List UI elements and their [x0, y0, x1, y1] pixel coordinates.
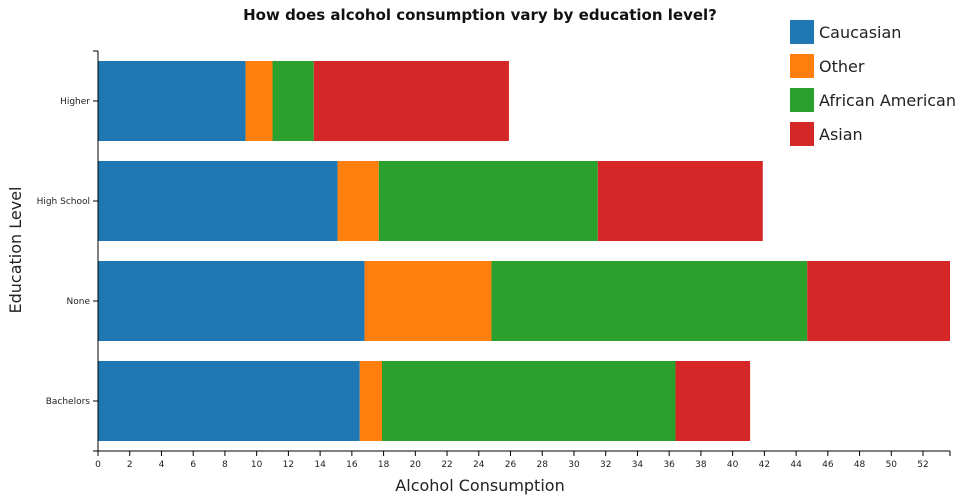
legend-label: Caucasian: [819, 23, 901, 42]
legend-swatch-other: [790, 54, 814, 78]
bar-high-school-caucasian: [98, 161, 338, 241]
bar-high-school-asian: [597, 161, 763, 241]
legend-label: African American: [819, 91, 956, 110]
x-axis: 0 2 4 6 8 10 12 14 16 18 20 22 24 26 28 30 32 34 36 38 40 42 4…: [95, 450, 951, 470]
bar-none-other: [364, 261, 492, 341]
bar-none-caucasian: [98, 261, 365, 341]
bar-none-african-american: [491, 261, 808, 341]
x-tick-label: 24: [473, 460, 485, 470]
x-tick-label: 8: [222, 460, 228, 470]
y-axis-title: Education Level: [6, 187, 25, 314]
legend-label: Other: [819, 57, 865, 76]
bar-none-asian: [807, 261, 950, 341]
x-tick-label: 26: [505, 460, 517, 470]
x-tick-label: 38: [695, 460, 707, 470]
x-tick-label: 4: [159, 460, 165, 470]
legend: Caucasian Other African American Asian: [790, 20, 956, 146]
x-tick-label: 12: [283, 460, 294, 470]
y-tick-label: Bachelors: [46, 397, 91, 407]
x-tick-label: 14: [314, 460, 326, 470]
x-tick-label: 18: [378, 460, 390, 470]
legend-swatch-african-american: [790, 88, 814, 112]
x-tick-label: 20: [410, 460, 422, 470]
x-tick-label: 34: [632, 460, 644, 470]
legend-label: Asian: [819, 125, 863, 144]
x-tick-label: 30: [568, 460, 580, 470]
x-tick-label: 16: [346, 460, 358, 470]
x-tick-label: 2: [127, 460, 133, 470]
y-axis: Higher High School None Bachelors: [37, 50, 99, 452]
x-tick-label: 6: [190, 460, 196, 470]
x-tick-label: 50: [886, 460, 898, 470]
bar-higher-caucasian: [98, 61, 246, 141]
x-tick-label: 48: [854, 460, 866, 470]
x-tick-label: 40: [727, 460, 739, 470]
x-tick-label: 46: [822, 460, 834, 470]
bar-bachelors-other: [359, 361, 382, 441]
x-tick-label: 44: [790, 460, 802, 470]
bar-bachelors-african-american: [382, 361, 676, 441]
x-tick-label: 28: [537, 460, 549, 470]
x-tick-label: 32: [600, 460, 611, 470]
x-tick-label: 10: [251, 460, 263, 470]
bar-higher-african-american: [272, 61, 314, 141]
legend-swatch-caucasian: [790, 20, 814, 44]
bar-higher-asian: [313, 61, 509, 141]
bar-bachelors-asian: [675, 361, 751, 441]
x-tick-label: 22: [441, 460, 452, 470]
x-tick-label: 36: [663, 460, 675, 470]
legend-swatch-asian: [790, 122, 814, 146]
y-tick-label: Higher: [60, 97, 90, 107]
x-tick-label: 0: [95, 460, 101, 470]
bars-group: [98, 61, 950, 441]
bar-bachelors-caucasian: [98, 361, 360, 441]
chart-title: How does alcohol consumption vary by edu…: [243, 6, 717, 24]
y-tick-label: High School: [37, 197, 90, 207]
bar-high-school-other: [337, 161, 379, 241]
bar-higher-other: [245, 61, 273, 141]
y-tick-label: None: [67, 297, 91, 307]
bar-high-school-african-american: [378, 161, 598, 241]
x-axis-title: Alcohol Consumption: [395, 476, 564, 495]
x-tick-label: 42: [759, 460, 770, 470]
x-tick-label: 52: [917, 460, 928, 470]
